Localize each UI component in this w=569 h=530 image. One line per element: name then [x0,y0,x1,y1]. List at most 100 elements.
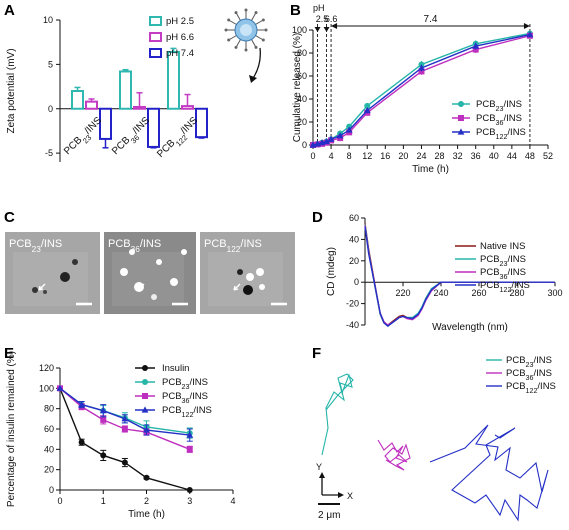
x-tick-label-b: 24 [416,151,426,161]
legend-label-a: pH 2.5 [166,16,194,27]
x-tick-label-b: 52 [543,151,553,161]
x-tick-label-b: 40 [489,151,499,161]
y-tick-label-d: 60 [349,213,359,223]
data-point-b [472,42,480,49]
x-tick-label-b: 28 [435,151,445,161]
nanoparticle-bead-icon [254,45,258,49]
y-tick-label-b: 40 [297,94,307,104]
x-tick-label-e: 1 [101,496,106,506]
y-axis-title-e: Percentage of insulin remained (%) [6,351,17,507]
y-tick-label-b: 20 [297,117,307,127]
tem-particle [246,273,254,281]
data-point-e [121,415,129,422]
data-point-b [418,64,425,71]
y-tick-label-e: 100 [39,383,54,393]
legend-label-d: PCB36/INS [480,267,526,281]
x-tick-label-b: 8 [347,151,352,161]
white-arrow-icon [38,283,46,291]
series-line-b [312,33,531,146]
nanoparticle-bead-icon [227,18,231,22]
y-tick-label-e: 20 [44,465,54,475]
legend-label-e: Insulin [162,363,189,374]
nanoparticle-bead-icon [254,11,258,15]
y-tick-label-e: 60 [44,424,54,434]
panel-c-tem-images: PCB23/INS PCB36/INS PCB122/INS [5,232,295,314]
legend-label-e: PCB36/INS [162,391,208,405]
y-tick-label-a: 0 [48,104,53,114]
series-line-d [364,225,555,326]
ph-value-label-main: 7.4 [424,14,438,25]
y-tick-label-b: 60 [297,71,307,81]
panel-letter-b: B [290,2,301,19]
data-point-b [526,31,534,38]
pointer-arrow-icon [251,47,261,81]
y-tick-label-d: -40 [346,320,359,330]
y-axis-title-d: CD (mdeg) [326,247,337,296]
trajectory-path [377,439,411,471]
x-tick-label-e: 3 [187,496,192,506]
x-tick-label-b: 0 [310,151,315,161]
panel-letter-d: D [312,209,323,226]
legend-swatch-a [149,16,162,26]
nanoparticle-bead-icon [234,11,238,15]
bar-a [119,70,132,110]
y-tick-label-b: 100 [292,25,307,35]
tem-image-label: PCB36/INS [108,238,161,254]
nanoparticle-bead-icon [261,38,265,42]
y-tick-label-d: -20 [346,299,359,309]
nanoparticle-bead-icon [244,8,248,12]
phase-span-arrowhead-left [331,23,338,29]
series-line-e [59,387,191,450]
nanoparticle-bead-icon [261,18,265,22]
data-point-b [336,132,344,139]
tem-particle [129,249,135,255]
tem-image: PCB122/INS [200,232,295,314]
legend-label-a: pH 7.4 [166,48,194,59]
nanoparticle-bead-icon [234,45,238,49]
series-line-d [364,224,555,327]
series-line-d [364,223,555,326]
x-tick-label-b: 36 [471,151,481,161]
bar-a [71,90,84,110]
x-tick-label-e: 0 [57,496,62,506]
data-point-e [143,474,150,481]
x-axis-title-b: Time (h) [412,164,449,175]
data-point-b [363,106,371,114]
data-point-e [78,439,85,446]
data-point-e [100,452,107,459]
legend-label-b: PCB23/INS [476,99,522,113]
x-tick-label-b: 4 [329,151,334,161]
tem-particle [156,259,162,265]
series-line-b [312,32,531,146]
x-axis-title-e: Time (h) [128,509,165,520]
x-tick-label-b: 32 [453,151,463,161]
phase-span-arrowhead-right [523,23,530,29]
bar-a [167,50,180,110]
y-tick-label-e: 0 [49,485,54,495]
y-axis-title-b: Cumulative released (%) [292,33,303,143]
legend-label-d: Native INS [480,241,525,252]
y-tick-label-e: 40 [44,444,54,454]
trajectory-path [321,373,354,456]
x-tick-label-b: 48 [525,151,535,161]
panel-letter-a: A [4,2,15,19]
tem-image: PCB36/INS [104,232,196,314]
panel-d-cd-spectra-chart: -40 -20 0 20 40 60 220 240 260 280 300 Wavelength (… [326,213,563,333]
y-direction-label: Y [316,462,322,472]
trajectory-path [429,424,549,522]
y-tick-label-d: 20 [349,256,359,266]
y-tick-label-e: 120 [39,363,54,373]
legend-label-d: PCB23/INS [480,254,526,268]
nanoparticle-inner-icon [240,24,252,36]
legend-swatch-a [149,32,162,42]
tem-particle [170,278,178,286]
bar-a [147,107,160,148]
tem-particle [120,268,128,276]
x-direction-label: X [347,491,353,501]
tem-particle [72,259,78,265]
data-point-e [121,459,128,466]
tem-image-label: PCB23/INS [9,238,62,254]
